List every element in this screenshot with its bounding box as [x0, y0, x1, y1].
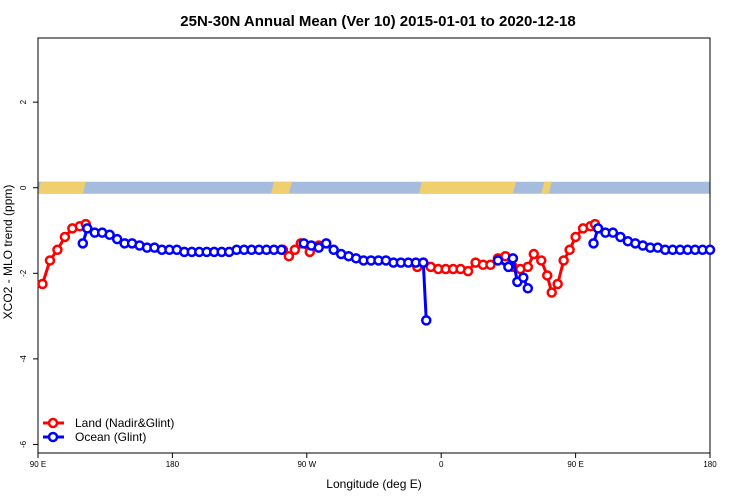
x-tick-label-0: 90 E: [30, 460, 46, 469]
data-point-0-28: [522, 261, 534, 273]
data-point-1-4: [104, 229, 115, 241]
x-tick-label-2: 90 W: [297, 460, 316, 469]
land-band-segment-2: [318, 181, 322, 194]
legend-item-ocean: Ocean (Glint): [43, 430, 146, 444]
legend-item-land: Land (Nadir&Glint): [43, 416, 174, 430]
data-point-0-29: [528, 248, 540, 260]
x-axis-label: Longitude (deg E): [326, 477, 421, 491]
data-point-1-55: [607, 227, 619, 238]
data-point-1-27: [276, 244, 287, 256]
land-band-segment-1: [270, 181, 292, 194]
x-axis: 90 E 180 90 W 0 90 E 180: [30, 453, 717, 469]
data-point-1-45: [421, 315, 432, 326]
data-point-0-0: [37, 278, 48, 290]
x-tick-label-5: 180: [703, 460, 717, 469]
land-band-segment-4: [541, 181, 552, 194]
y-axis-label: XCO2 - MLO trend (ppm): [1, 185, 15, 320]
data-point-0-30: [536, 255, 547, 266]
series-line-1-1: [303, 241, 428, 321]
y-tick-label-3: -4: [19, 355, 28, 363]
data-point-0-23: [485, 259, 496, 271]
data-point-1-51: [522, 283, 534, 294]
legend-marker-ocean: [47, 431, 59, 443]
data-point-0-35: [564, 244, 575, 256]
y-tick-label-1: 0: [19, 185, 28, 190]
data-point-1-52: [588, 238, 599, 249]
x-tick-label-4: 90 E: [567, 460, 583, 469]
data-point-1-1: [82, 223, 93, 234]
data-point-0-3: [59, 231, 71, 243]
y-tick-label-0: 2: [19, 99, 28, 104]
x-tick-label-3: 0: [439, 460, 444, 469]
series-layer: [37, 218, 716, 326]
data-point-0-34: [558, 255, 569, 266]
y-tick-label-4: -6: [19, 440, 28, 448]
data-point-0-2: [52, 244, 63, 256]
data-point-1-31: [320, 238, 332, 249]
data-point-1-48: [507, 253, 519, 264]
data-point-0-33: [552, 278, 563, 290]
y-tick-label-2: -2: [19, 269, 28, 277]
data-point-1-5: [111, 233, 123, 245]
data-point-1-68: [704, 244, 716, 256]
data-point-0-32: [546, 287, 557, 298]
chart-title: 25N-30N Annual Mean (Ver 10) 2015-01-01 …: [180, 13, 575, 30]
data-point-0-36: [570, 231, 581, 243]
series-1: [77, 223, 716, 326]
land-ocean-band: [38, 181, 710, 194]
legend-label-ocean: Ocean (Glint): [75, 430, 146, 444]
data-point-1-46: [492, 255, 504, 266]
legend: Land (Nadir&Glint) Ocean (Glint): [43, 416, 174, 444]
data-point-0-8: [283, 250, 295, 262]
data-point-1-0: [77, 238, 89, 249]
data-point-1-44: [418, 257, 429, 268]
data-point-0-31: [541, 270, 553, 281]
data-point-1-32: [328, 244, 339, 256]
legend-marker-land: [47, 417, 59, 429]
data-point-1-47: [503, 261, 514, 273]
data-point-0-9: [289, 244, 301, 256]
data-point-0-1: [44, 255, 56, 266]
land-band-segment-0: [38, 181, 86, 194]
land-band-segment-3: [418, 181, 516, 194]
ocean-band: [38, 181, 710, 194]
data-point-1-53: [592, 223, 604, 234]
data-point-1-50: [518, 272, 529, 283]
legend-label-land: Land (Nadir&Glint): [75, 416, 174, 430]
x-tick-label-1: 180: [166, 460, 180, 469]
data-point-1-56: [615, 231, 626, 243]
data-point-0-20: [462, 265, 474, 277]
data-point-1-30: [313, 242, 324, 253]
y-axis: 2 0 -2 -4 -6: [19, 99, 38, 448]
